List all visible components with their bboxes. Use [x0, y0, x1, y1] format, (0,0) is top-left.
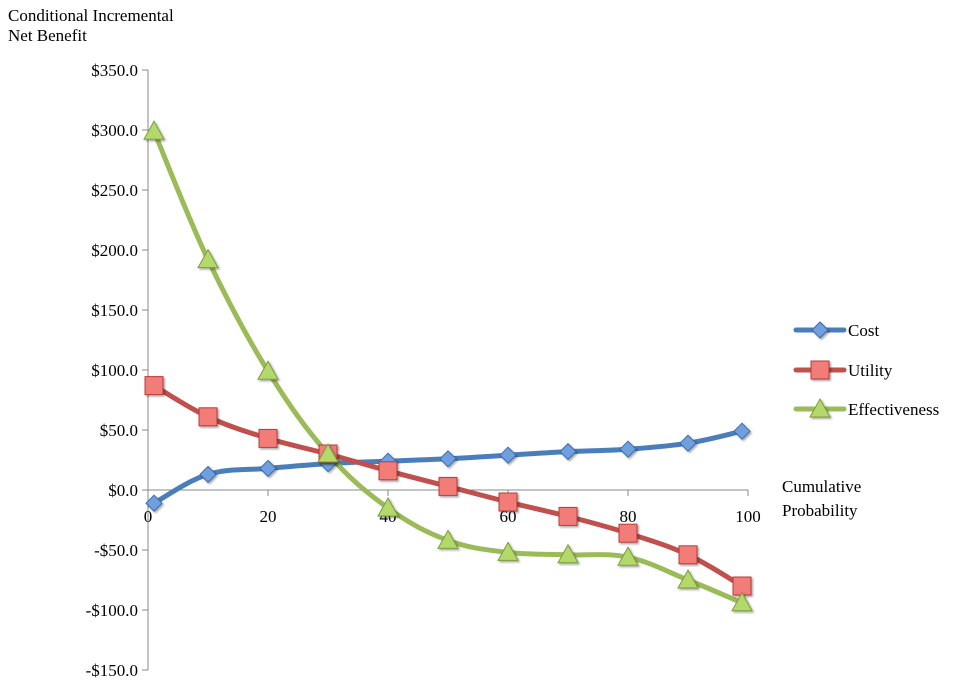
y-tick-label: $50.0: [100, 421, 138, 440]
data-point-utility: [258, 428, 278, 448]
data-point-effectiveness: [377, 496, 399, 517]
x-tick-label: 20: [260, 507, 277, 526]
data-point-effectiveness: [317, 442, 339, 463]
y-tick-label: -$100.0: [86, 601, 138, 620]
data-point-utility: [558, 506, 578, 526]
data-point-effectiveness: [497, 541, 519, 561]
legend-label-effectiveness: Effectiveness: [848, 400, 939, 419]
data-point-utility: [378, 461, 398, 481]
y-tick-label: $350.0: [91, 61, 138, 80]
x-axis-title: Cumulative Probability: [782, 475, 861, 523]
data-point-effectiveness: [143, 120, 165, 140]
data-point-cost: [145, 494, 163, 512]
y-tick-label: -$150.0: [86, 661, 138, 680]
data-point-utility: [678, 545, 698, 565]
data-point-cost: [199, 465, 217, 484]
data-point-effectiveness: [257, 360, 279, 380]
data-point-utility: [498, 492, 518, 512]
data-point-effectiveness: [197, 248, 219, 269]
data-point-utility: [438, 476, 458, 496]
data-point-cost: [733, 422, 751, 440]
legend-marker-cost: [811, 321, 829, 339]
y-tick-label: $300.0: [91, 121, 138, 140]
y-axis-title-line-2: Net Benefit: [8, 26, 87, 45]
data-point-utility: [144, 376, 164, 396]
data-point-utility: [198, 407, 218, 427]
data-point-effectiveness: [617, 546, 639, 566]
data-point-cost: [559, 442, 577, 461]
data-point-utility: [618, 523, 638, 543]
data-point-effectiveness: [557, 543, 579, 564]
y-tick-label: $200.0: [91, 241, 138, 260]
x-axis-title-line-1: Cumulative: [782, 477, 862, 496]
x-axis-title-line-2: Probability: [782, 501, 858, 520]
legend: Cost Utility Effectiveness: [793, 321, 939, 419]
x-tick-label: 60: [500, 507, 517, 526]
data-point-cost: [439, 450, 457, 468]
legend-marker-effectiveness: [809, 397, 831, 418]
data-point-cost: [619, 440, 637, 458]
y-axis-title-line-1: Conditional Incremental: [8, 6, 174, 25]
x-tick-label: 100: [735, 507, 761, 526]
y-tick-label: $150.0: [91, 301, 138, 320]
data-point-effectiveness: [731, 591, 753, 612]
axes: $350.0 $300.0 $250.0 $200.0 $150.0 $100.0 $50.…: [86, 61, 761, 680]
y-axis-title: Conditional Incremental Net Benefit: [8, 6, 174, 46]
y-tick-label: $100.0: [91, 361, 138, 380]
y-tick-label: $250.0: [91, 181, 138, 200]
legend-label-cost: Cost: [848, 321, 879, 340]
series-markers: [143, 120, 753, 612]
y-tick-label: -$50.0: [94, 541, 138, 560]
legend-label-utility: Utility: [848, 361, 893, 380]
data-point-cost: [499, 446, 517, 464]
data-point-cost: [259, 459, 277, 478]
legend-marker-utility: [810, 360, 830, 380]
data-point-effectiveness: [437, 529, 459, 549]
data-point-cost: [679, 434, 697, 452]
data-point-effectiveness: [677, 568, 699, 589]
x-tick-label: 80: [620, 507, 637, 526]
y-tick-label: $0.0: [108, 481, 138, 500]
x-tick-label: 0: [144, 507, 153, 526]
